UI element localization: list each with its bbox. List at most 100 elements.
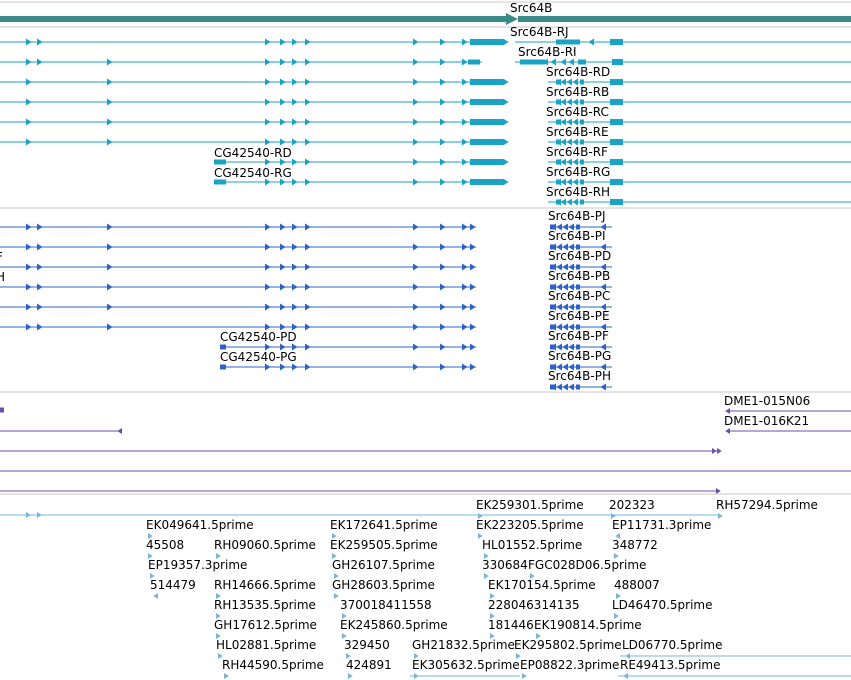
protein-label[interactable]: CG42540-PD — [220, 330, 297, 344]
protein-label[interactable]: Src64B-PF — [548, 329, 609, 343]
est-label[interactable]: EP08822.3prime — [520, 658, 619, 672]
est-label[interactable]: EK170154.5prime — [488, 578, 596, 592]
transcript-label[interactable]: Src64B-RG — [546, 165, 610, 179]
strand-arrow-icon — [600, 223, 606, 231]
est-label[interactable]: EP19357.3prime — [148, 558, 247, 572]
est-feature — [348, 673, 353, 679]
strand-arrow-icon — [560, 98, 566, 106]
est-label[interactable]: 45508 — [146, 538, 184, 552]
protein-label[interactable]: Src64B-PI — [548, 229, 606, 243]
est-label[interactable]: LD06770.5prime — [622, 638, 723, 652]
est-label[interactable]: EK305632.5prime — [412, 658, 520, 672]
est-label[interactable]: EK172641.5prime — [330, 518, 438, 532]
protein-label[interactable]: Src64B-PH — [548, 369, 611, 383]
est-label[interactable]: FGC028D06.5prime — [528, 558, 646, 572]
transcript-label[interactable]: CG42540-RD — [214, 146, 292, 160]
est-label[interactable]: 348772 — [612, 538, 658, 552]
est-label[interactable]: 488007 — [614, 578, 660, 592]
est-label[interactable]: 330684 — [482, 558, 528, 572]
strand-arrow-icon — [305, 323, 311, 331]
exon-block — [610, 139, 623, 145]
est-label[interactable]: EK049641.5prime — [146, 518, 254, 532]
exon-block — [576, 224, 580, 230]
strand-arrow-icon — [462, 158, 468, 166]
strand-arrow-icon — [107, 118, 113, 126]
est-feature — [516, 653, 521, 659]
protein-label[interactable]: Src64B-PC — [548, 289, 610, 303]
est-label[interactable]: RE49413.5prime — [620, 658, 721, 672]
protein-label-clipped[interactable]: H — [0, 270, 5, 284]
transcript-label[interactable]: Src64B-RE — [546, 125, 609, 139]
strand-arrow-icon — [555, 158, 561, 166]
protein-label[interactable]: Src64B-PE — [548, 309, 610, 323]
clone-label[interactable]: DME1-016K21 — [724, 414, 809, 428]
gene-label[interactable]: Src64B — [510, 1, 552, 15]
strand-arrow-icon — [462, 323, 468, 331]
est-label[interactable]: EK295802.5prime — [514, 638, 622, 652]
strand-arrow-icon — [440, 223, 446, 231]
est-label[interactable]: RH14666.5prime — [214, 578, 316, 592]
transcript-label[interactable]: Src64B-RH — [546, 185, 610, 199]
strand-arrow-icon — [265, 243, 271, 251]
est-label[interactable]: LD46470.5prime — [612, 598, 713, 612]
est-label[interactable]: 181446 — [488, 618, 534, 632]
est-label[interactable]: 202323 — [609, 498, 655, 512]
strand-arrow-icon — [413, 118, 419, 126]
est-label[interactable]: EK190814.5prime — [534, 618, 642, 632]
strand-arrow-icon — [615, 533, 620, 539]
gene-bar[interactable] — [518, 16, 851, 22]
protein-row — [0, 263, 612, 271]
strand-arrow-icon — [305, 343, 311, 351]
protein-label[interactable]: Src64B-PD — [548, 249, 611, 263]
est-label[interactable]: HL02881.5prime — [216, 638, 316, 652]
est-label[interactable]: EP11731.3prime — [612, 518, 711, 532]
est-track: EK259301.5prime 202323 RH57294.5prime EK049… — [0, 498, 851, 679]
strand-arrow-icon — [150, 573, 155, 579]
est-label[interactable]: 329450 — [344, 638, 390, 652]
est-label[interactable]: EK259301.5prime — [476, 498, 584, 512]
est-label[interactable]: GH28603.5prime — [332, 578, 435, 592]
exon-block — [578, 59, 586, 65]
transcript-row — [0, 38, 851, 46]
est-label[interactable]: EK259505.5prime — [330, 538, 438, 552]
est-label[interactable]: GH21832.5prime — [412, 638, 515, 652]
exon-block — [610, 99, 623, 105]
est-feature — [148, 553, 153, 559]
transcript-label[interactable]: Src64B-RI — [518, 45, 577, 59]
transcript-label[interactable]: Src64B-RB — [546, 85, 609, 99]
protein-label-clipped[interactable]: F — [0, 250, 3, 264]
transcript-label[interactable]: Src64B-RC — [546, 105, 609, 119]
strand-arrow-icon — [503, 78, 509, 86]
est-label[interactable]: 370018411558 — [340, 598, 432, 612]
est-label[interactable]: 424891 — [346, 658, 392, 672]
est-label[interactable]: RH57294.5prime — [716, 498, 818, 512]
strand-arrow-icon — [550, 283, 556, 291]
strand-arrow-icon — [305, 38, 311, 46]
est-label[interactable]: GH17612.5prime — [214, 618, 317, 632]
clone-label[interactable]: DME1-015N06 — [724, 394, 810, 408]
strand-arrow-icon — [348, 673, 353, 679]
est-label[interactable]: 514479 — [150, 578, 196, 592]
est-label[interactable]: RH13535.5prime — [214, 598, 316, 612]
protein-label[interactable]: Src64B-PJ — [548, 209, 606, 223]
gene-bar[interactable] — [0, 16, 506, 22]
strand-arrow-icon — [107, 283, 113, 291]
est-label[interactable]: RH09060.5prime — [214, 538, 316, 552]
est-label[interactable]: EK223205.5prime — [476, 518, 584, 532]
transcript-label[interactable]: CG42540-RG — [214, 166, 292, 180]
transcript-label[interactable]: Src64B-RJ — [510, 25, 569, 39]
est-feature — [334, 573, 339, 579]
transcript-row — [0, 118, 851, 126]
transcript-label[interactable]: Src64B-RF — [546, 145, 608, 159]
est-label[interactable]: HL01552.5prime — [482, 538, 582, 552]
est-label[interactable]: GH26107.5prime — [332, 558, 435, 572]
protein-label[interactable]: Src64B-PB — [548, 269, 610, 283]
protein-label[interactable]: CG42540-PG — [220, 350, 297, 364]
strand-arrow-icon — [305, 98, 311, 106]
est-label[interactable]: EK245860.5prime — [340, 618, 448, 632]
est-label[interactable]: RH44590.5prime — [222, 658, 324, 672]
exon-block — [470, 119, 503, 125]
protein-label[interactable]: Src64B-PG — [548, 349, 611, 363]
est-label[interactable]: 228046314135 — [488, 598, 580, 612]
transcript-label[interactable]: Src64B-RD — [546, 65, 610, 79]
